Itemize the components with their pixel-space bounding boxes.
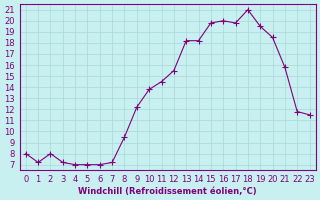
X-axis label: Windchill (Refroidissement éolien,°C): Windchill (Refroidissement éolien,°C): [78, 187, 257, 196]
